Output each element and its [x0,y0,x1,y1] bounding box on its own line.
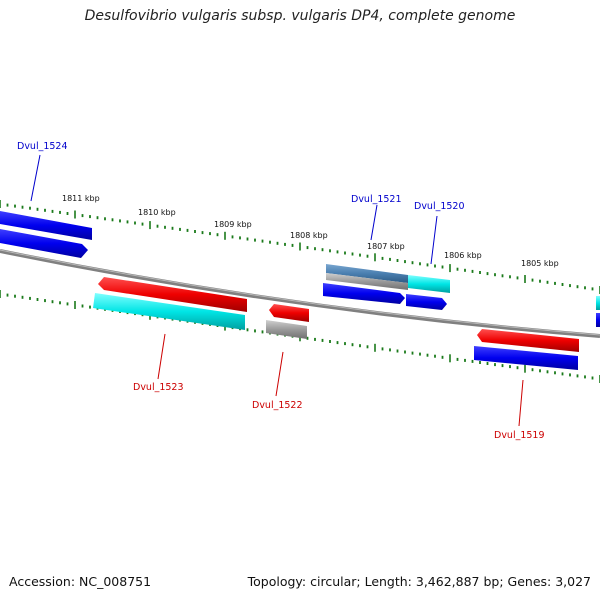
gene-label-dvul-1521[interactable]: Dvul_1521 [351,194,402,205]
gene-feature-dvul-1519-cds[interactable] [474,346,578,370]
leader-line-dvul-1523 [157,333,166,380]
leader-line-dvul-1524 [30,154,41,202]
gene-label-dvul-1523[interactable]: Dvul_1523 [133,382,184,393]
accession-text: Accession: NC_008751 [9,574,152,589]
scale-label-1806: 1806 kbp [444,251,482,260]
gene-label-dvul-1524[interactable]: Dvul_1524 [17,141,68,152]
gene-feature-dvul-1524-cds[interactable] [0,229,88,258]
gene-feature-dvul-1523[interactable] [98,277,247,312]
genome-title: Desulfovibrio vulgaris subsp. vulgaris D… [84,8,516,24]
gene-label-dvul-1522[interactable]: Dvul_1522 [252,400,303,411]
gene-feature-dvul-1519[interactable] [477,329,579,352]
leader-line-dvul-1522 [275,351,284,397]
genome-backbone [0,249,600,338]
leader-line-dvul-1519 [518,379,524,427]
scale-label-1811: 1811 kbp [62,194,100,203]
leader-line-dvul-1521 [370,204,378,241]
scale-label-1807: 1807 kbp [367,242,405,251]
gene-feature-dvul-1522-cds[interactable] [266,320,307,339]
topology-text: Topology: circular; Length: 3,462,887 bp… [247,574,591,589]
gene-feature-dvul-1520-cds[interactable] [406,294,447,310]
gene-label-dvul-1519[interactable]: Dvul_1519 [494,430,545,441]
scale-label-1805: 1805 kbp [521,259,559,268]
scale-label-1810: 1810 kbp [138,208,176,217]
gene-feature-dvul-1521-steel[interactable] [326,264,408,283]
gene-feature-dvul-1521-gray[interactable] [326,273,408,290]
gene-feature-edge-blue[interactable] [596,313,600,327]
scale-label-1809: 1809 kbp [214,220,252,229]
gene-feature-dvul-1524[interactable] [0,211,92,240]
scale-label-1808: 1808 kbp [290,231,328,240]
genome-backbone-highlight [0,249,600,336]
gene-label-dvul-1520[interactable]: Dvul_1520 [414,201,465,212]
gene-feature-dvul-1522[interactable] [269,304,309,322]
top-scale-ticks [0,200,600,294]
gene-feature-dvul-1523-cds[interactable] [93,293,245,330]
gene-feature-dvul-1520-cyan[interactable] [408,275,450,293]
gene-feature-dvul-1521-cds[interactable] [323,283,405,304]
gene-feature-edge-cyan[interactable] [596,296,600,310]
leader-line-dvul-1520 [430,215,438,265]
